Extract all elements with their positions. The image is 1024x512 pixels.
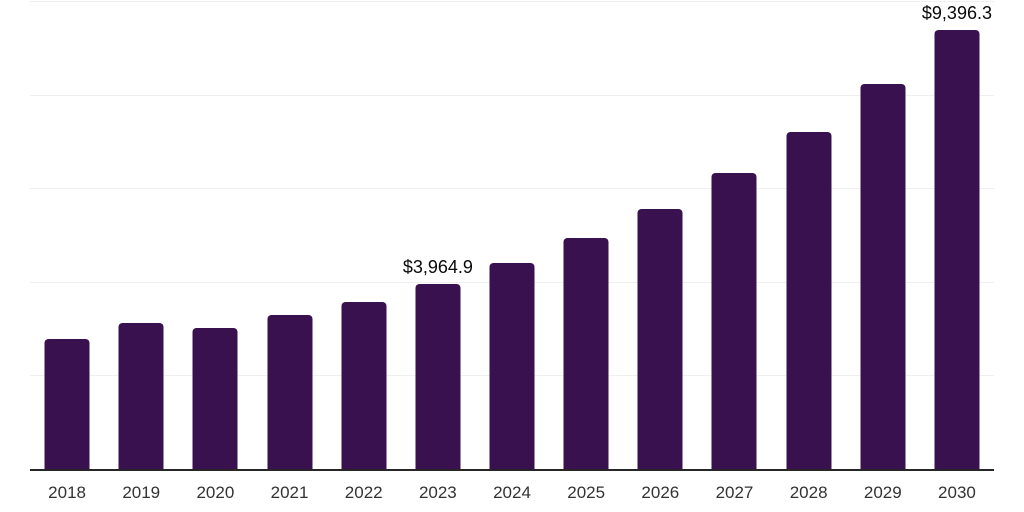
bar-slot-2025 — [549, 2, 623, 470]
bar-2030 — [934, 30, 980, 470]
bar-2027 — [711, 172, 757, 470]
bar-2025 — [563, 238, 609, 470]
value-label-2030: $9,396.3 — [921, 3, 992, 24]
x-tick-2023: 2023 — [418, 483, 457, 502]
x-tick-2022: 2022 — [344, 483, 383, 502]
x-axis-line — [30, 469, 994, 471]
bar-slot-2023: $3,964.9 — [401, 2, 475, 470]
bar-2028 — [786, 131, 832, 470]
bar-slot-2026 — [623, 2, 697, 470]
bar-slot-2018 — [30, 2, 104, 470]
x-tick-2021: 2021 — [270, 483, 309, 502]
bar-slot-2030: $9,396.3 — [920, 2, 994, 470]
gridline-6000 — [30, 188, 994, 190]
x-axis-labels: 2018 2019 2020 2021 2022 2023 2024 2025 2026 2027… — [30, 482, 994, 504]
bar-slot-2027 — [697, 2, 771, 470]
bar-2018 — [44, 338, 90, 470]
x-tick-2019: 2019 — [122, 483, 161, 502]
bar-2022 — [341, 302, 387, 470]
bar-2020 — [192, 327, 238, 470]
plot-area: $3,964.9 $9,396.3 — [30, 1, 994, 470]
x-tick-2025: 2025 — [567, 483, 606, 502]
bar-slot-2022 — [327, 2, 401, 470]
x-tick-2027: 2027 — [715, 483, 754, 502]
bar-slot-2021 — [252, 2, 326, 470]
bar-2023 — [415, 284, 461, 470]
bar-2021 — [267, 315, 313, 470]
bar-2029 — [860, 84, 906, 470]
value-label-2023: $3,964.9 — [402, 257, 473, 278]
bar-slot-2024 — [475, 2, 549, 470]
x-tick-2026: 2026 — [641, 483, 680, 502]
gridline-10000 — [30, 1, 994, 2]
x-tick-2030: 2030 — [938, 483, 976, 502]
gridline-8000 — [30, 94, 994, 96]
x-tick-2024: 2024 — [493, 483, 531, 502]
bar-2026 — [637, 208, 683, 470]
bar-slot-2020 — [178, 2, 252, 470]
bar-slot-2028 — [772, 2, 846, 470]
bar-slot-2029 — [846, 2, 920, 470]
bar-2019 — [118, 322, 164, 470]
bar-2024 — [489, 262, 535, 470]
bar-slot-2019 — [104, 2, 178, 470]
x-tick-2029: 2029 — [863, 483, 902, 502]
x-tick-2018: 2018 — [48, 483, 86, 502]
x-tick-2028: 2028 — [789, 483, 828, 502]
x-tick-2020: 2020 — [196, 483, 235, 502]
